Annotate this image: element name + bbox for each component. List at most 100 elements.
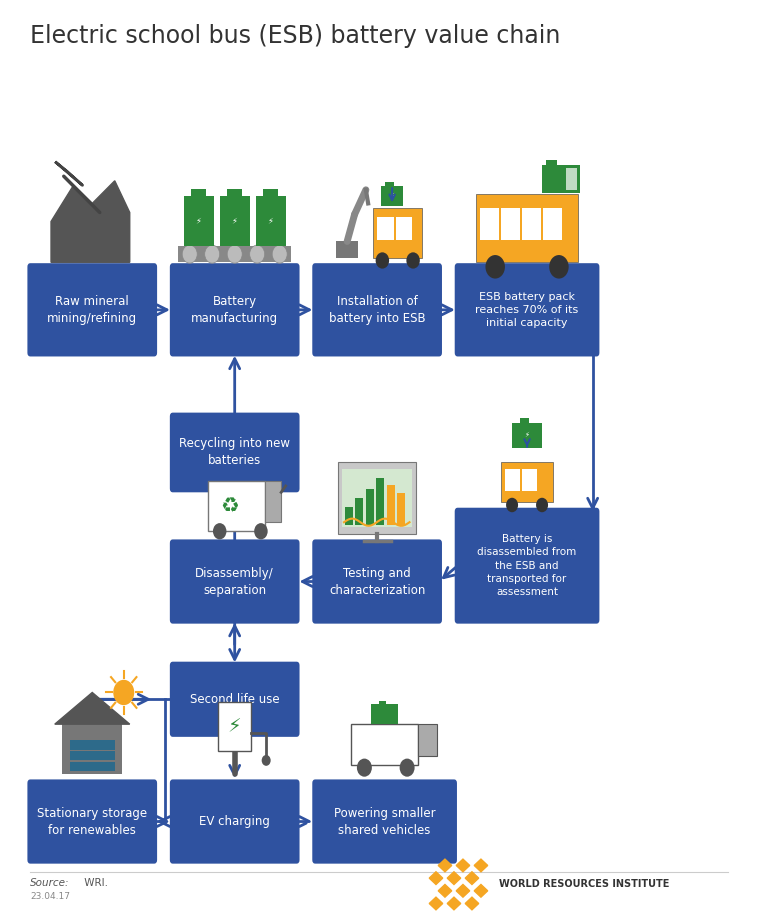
Bar [70,740,114,749]
Circle shape [485,255,505,279]
Bar [387,485,395,525]
Circle shape [536,498,548,512]
Bar [418,724,437,756]
Text: WORLD RESOURCES INSTITUTE: WORLD RESOURCES INSTITUTE [499,879,669,889]
Polygon shape [55,693,130,724]
FancyBboxPatch shape [170,412,299,493]
FancyBboxPatch shape [170,780,299,864]
Circle shape [182,245,197,263]
Polygon shape [456,859,470,872]
Text: Electric school bus (ESB) battery value chain: Electric school bus (ESB) battery value … [30,24,561,48]
Bar [351,724,418,765]
FancyBboxPatch shape [170,539,299,623]
Text: Powering smaller
shared vehicles: Powering smaller shared vehicles [334,806,435,836]
Bar [218,702,251,751]
Bar [62,724,122,774]
FancyBboxPatch shape [455,507,600,623]
Bar [191,189,206,197]
Bar [377,217,393,239]
Polygon shape [465,898,479,909]
Bar [178,246,291,262]
Circle shape [113,680,134,706]
Bar [365,489,374,525]
Bar [566,168,578,190]
Text: ⚡: ⚡ [232,216,237,225]
Bar [265,482,281,522]
Polygon shape [51,181,130,262]
Text: ⚡: ⚡ [525,432,530,439]
Bar [397,494,406,525]
Bar [208,482,265,531]
Text: Battery is
disassembled from
the ESB and
transported for
assessment: Battery is disassembled from the ESB and… [478,535,577,597]
Bar [70,762,114,771]
Text: WRI.: WRI. [81,878,108,888]
FancyBboxPatch shape [27,780,157,864]
Text: Battery
manufacturing: Battery manufacturing [191,295,278,324]
Polygon shape [465,872,479,885]
Bar [477,195,578,262]
Bar [522,469,537,492]
Bar [227,189,243,197]
FancyBboxPatch shape [170,263,299,356]
FancyBboxPatch shape [170,662,299,737]
Bar [356,498,364,525]
Bar [381,186,403,207]
Text: ⚡: ⚡ [196,216,202,225]
Text: ♻: ♻ [221,495,240,515]
Circle shape [213,523,227,539]
Bar [374,208,422,258]
Circle shape [249,245,265,263]
Circle shape [357,759,372,777]
Polygon shape [447,872,461,885]
Bar [522,208,541,239]
Polygon shape [429,872,443,885]
Text: Disassembly/
separation: Disassembly/ separation [196,567,274,597]
Bar [345,506,353,525]
Bar [505,469,519,492]
FancyBboxPatch shape [27,263,157,356]
Text: ⚡: ⚡ [228,717,242,737]
Polygon shape [475,859,487,872]
Bar [183,197,214,246]
Bar [338,462,416,534]
Text: Testing and
characterization: Testing and characterization [329,567,425,597]
FancyBboxPatch shape [455,263,600,356]
Bar [220,197,249,246]
Text: EV charging: EV charging [199,815,270,828]
Text: Raw mineral
mining/refining: Raw mineral mining/refining [47,295,137,324]
Circle shape [406,252,420,269]
Polygon shape [438,885,452,898]
FancyBboxPatch shape [312,539,442,623]
Bar [546,160,557,165]
Circle shape [550,255,568,279]
Bar [501,208,520,239]
Bar [336,241,359,258]
Text: ⚡: ⚡ [390,193,395,199]
Polygon shape [438,859,452,872]
Bar [519,418,528,422]
Circle shape [227,245,243,263]
Bar [343,469,412,526]
Bar [376,478,384,525]
Circle shape [272,245,287,263]
Bar [385,182,394,186]
Bar [543,208,562,239]
Circle shape [254,523,268,539]
Text: 23.04.17: 23.04.17 [30,892,70,900]
Bar [501,462,553,503]
Bar [542,165,580,193]
Polygon shape [447,898,461,909]
Bar [396,217,412,239]
Circle shape [262,755,271,766]
Text: ⚡: ⚡ [268,216,274,225]
Text: Source:: Source: [30,878,70,888]
Bar [481,208,499,239]
Circle shape [506,498,518,512]
Polygon shape [456,885,470,898]
Bar [512,422,542,448]
Text: Installation of
battery into ESB: Installation of battery into ESB [329,295,425,324]
Bar [371,705,398,724]
Bar [255,197,286,246]
Text: Recycling into new
batteries: Recycling into new batteries [179,438,290,467]
Polygon shape [429,898,443,909]
